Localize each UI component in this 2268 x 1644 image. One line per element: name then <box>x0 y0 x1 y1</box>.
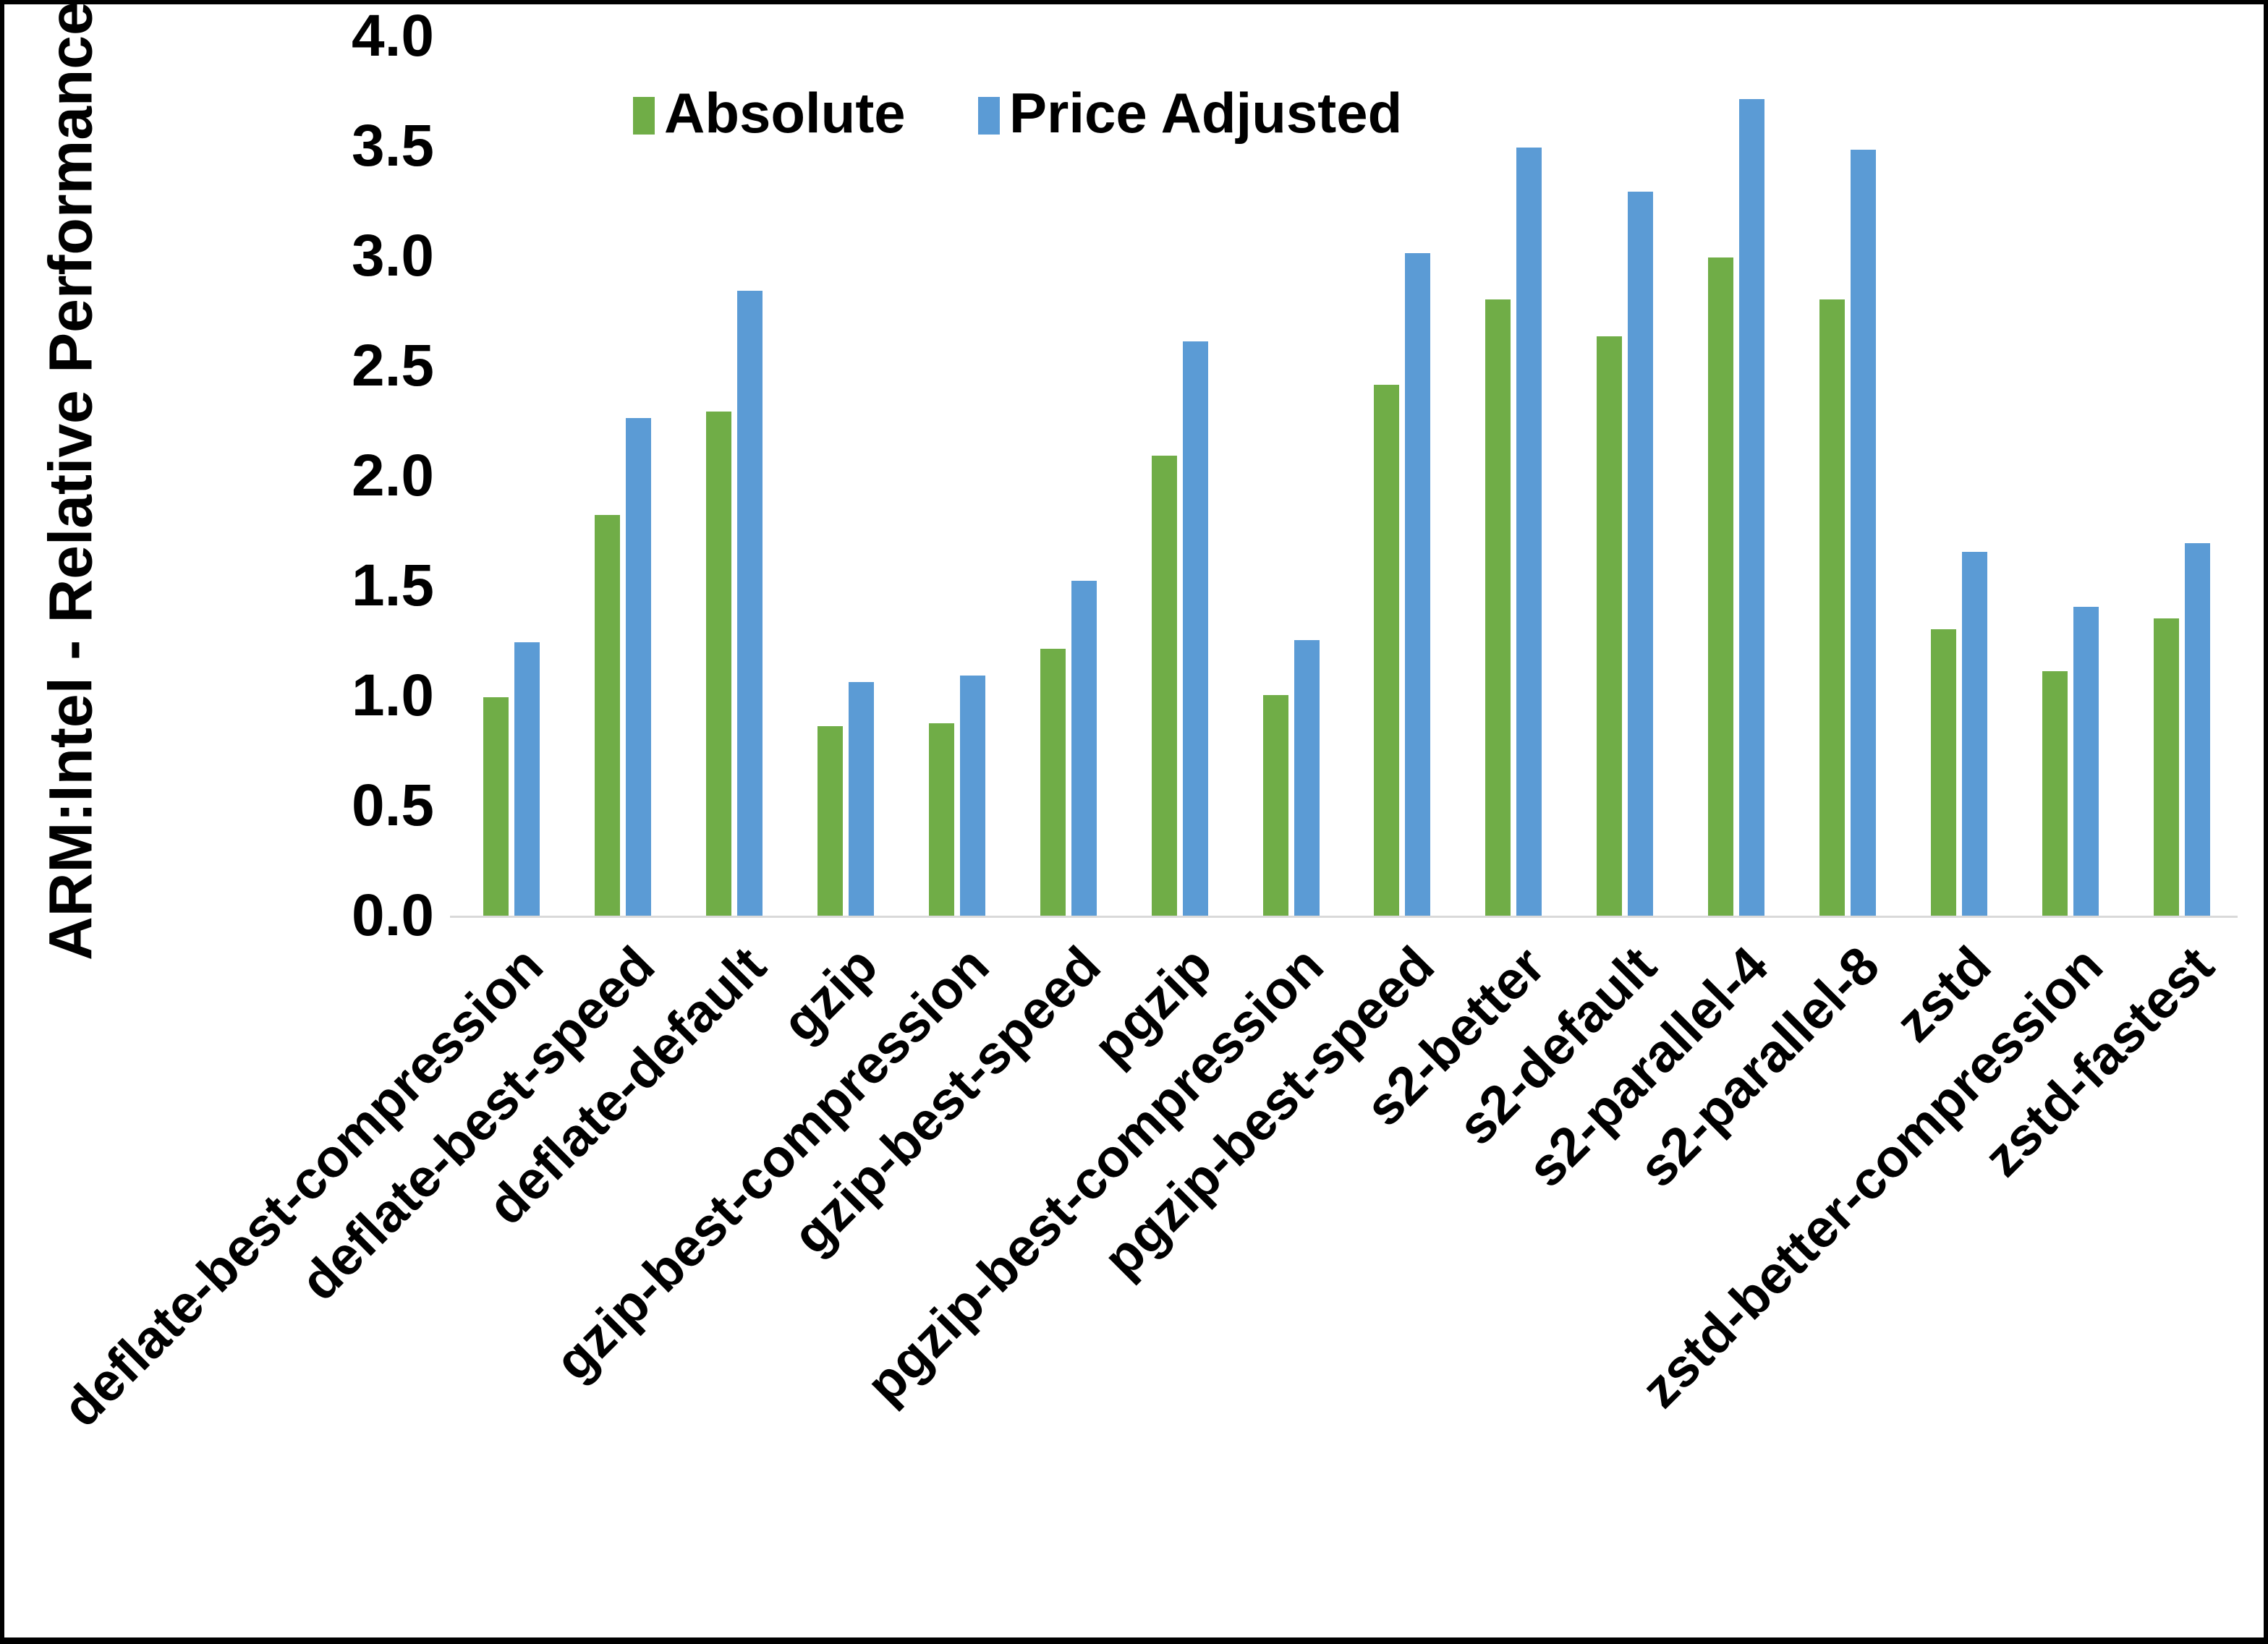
y-tick-label: 1.5 <box>352 553 434 619</box>
bar-absolute-deflate-default <box>706 412 731 917</box>
bar-absolute-pgzip <box>1152 456 1177 917</box>
bar-absolute-s2-default <box>1597 336 1622 917</box>
frame-border-right <box>2264 0 2268 1644</box>
bar-absolute-zstd <box>1931 629 1956 917</box>
bar-absolute-s2-better <box>1485 299 1511 917</box>
y-tick-label: 2.5 <box>352 333 434 399</box>
bar-price-adjusted-pgzip <box>1183 341 1208 917</box>
bar-price-adjusted-pgzip-best-compression <box>1294 640 1320 917</box>
bar-price-adjusted-gzip <box>849 682 874 917</box>
y-tick-label: 1.0 <box>352 663 434 729</box>
bar-price-adjusted-zstd-better-compression <box>2073 607 2099 917</box>
bar-absolute-pgzip-best-speed <box>1374 385 1399 917</box>
bar-absolute-s2-parallel-8 <box>1819 299 1845 917</box>
bar-price-adjusted-deflate-best-speed <box>626 418 651 917</box>
bar-price-adjusted-zstd <box>1962 552 1987 917</box>
bar-price-adjusted-s2-default <box>1628 192 1653 917</box>
legend-swatch-price-adjusted <box>978 97 1000 135</box>
bar-price-adjusted-gzip-best-speed <box>1071 581 1097 917</box>
legend-swatch-absolute <box>633 97 655 135</box>
x-category-label-deflate-best-compression: deflate-best-compression <box>51 934 555 1439</box>
bar-price-adjusted-s2-parallel-8 <box>1851 150 1876 917</box>
bar-absolute-gzip-best-speed <box>1040 649 1066 917</box>
bar-absolute-zstd-better-compression <box>2042 671 2068 917</box>
y-tick-label: 3.0 <box>352 223 434 289</box>
y-tick-label: 0.0 <box>352 882 434 949</box>
bar-price-adjusted-pgzip-best-speed <box>1405 253 1430 917</box>
bar-absolute-deflate-best-compression <box>483 697 509 917</box>
bar-price-adjusted-deflate-default <box>737 291 763 917</box>
bar-price-adjusted-s2-parallel-4 <box>1739 99 1764 917</box>
bar-absolute-zstd-fastest <box>2154 618 2179 917</box>
frame-border-top <box>0 0 2268 4</box>
bar-absolute-pgzip-best-compression <box>1263 695 1288 917</box>
bar-price-adjusted-zstd-fastest <box>2185 543 2210 917</box>
x-axis-line <box>450 916 2238 918</box>
bar-price-adjusted-s2-better <box>1516 148 1542 917</box>
legend-label-absolute: Absolute <box>664 80 906 145</box>
y-tick-label: 4.0 <box>352 3 434 69</box>
y-tick-label: 3.5 <box>352 113 434 179</box>
bar-absolute-gzip-best-compression <box>929 723 954 917</box>
bar-absolute-s2-parallel-4 <box>1708 257 1733 917</box>
y-tick-label: 0.5 <box>352 772 434 839</box>
bar-absolute-deflate-best-speed <box>595 515 620 917</box>
bar-absolute-gzip <box>817 726 843 917</box>
frame-border-bottom <box>0 1637 2268 1644</box>
bar-price-adjusted-gzip-best-compression <box>960 676 985 917</box>
legend-label-price-adjusted: Price Adjusted <box>1009 80 1403 145</box>
bar-price-adjusted-deflate-best-compression <box>514 642 540 917</box>
frame-border-left <box>0 0 4 1644</box>
y-tick-label: 2.0 <box>352 443 434 509</box>
y-axis-title: ARM:Intel - Relative Performance <box>36 1 105 961</box>
